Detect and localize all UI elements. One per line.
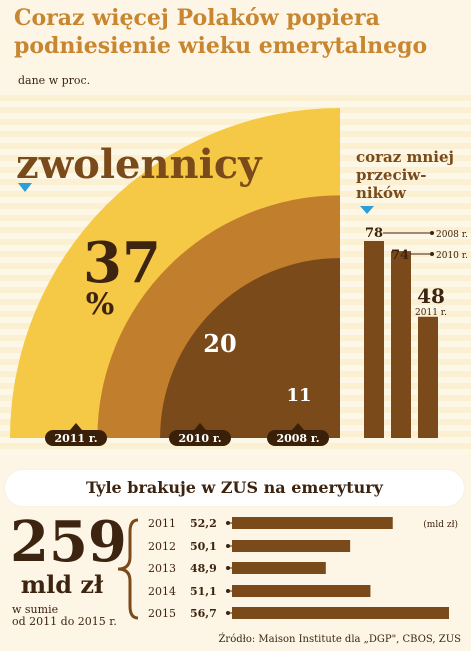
deficit-value-label-2: 48,9 bbox=[190, 562, 217, 575]
deficit-bar-3 bbox=[232, 585, 371, 597]
year-pill-2 bbox=[267, 430, 329, 446]
supporters-marker-icon bbox=[18, 183, 32, 192]
supporters-title: zwolennicy bbox=[16, 141, 263, 188]
deficit-header: Tyle brakuje w ZUS na emerytury bbox=[86, 478, 383, 497]
deficit-year-label-2: 2013 bbox=[148, 562, 176, 575]
deficit-header-band: Tyle brakuje w ZUS na emerytury bbox=[5, 470, 464, 506]
opponents-year-label-0: 2008 r. bbox=[436, 230, 468, 240]
opponents-bar-2 bbox=[418, 316, 438, 438]
deficit-value-label-1: 50,1 bbox=[190, 540, 217, 553]
deficit-value-label-4: 56,7 bbox=[190, 607, 217, 620]
deficit-unit-note: (mld zł) bbox=[423, 519, 458, 530]
deficit-total-note-line2: od 2011 do 2015 r. bbox=[12, 615, 117, 628]
supporters-chart: 37 20 11% zwolennicy 2011 r. 2010 r. 2008 r. bbox=[10, 108, 340, 446]
deficit-value-label-0: 52,2 bbox=[190, 517, 217, 530]
year-pill-pointer-2 bbox=[292, 423, 304, 430]
deficit-total-unit: mld zł bbox=[20, 570, 104, 599]
opponents-value-label-1: 74 bbox=[391, 248, 409, 263]
opponents-bar-1 bbox=[391, 251, 411, 438]
deficit-year-label-1: 2012 bbox=[148, 540, 176, 553]
opponents-value-label-2: 48 bbox=[417, 284, 445, 308]
source-note: Źródło: Maison Institute dla „DGP", CBOS… bbox=[218, 634, 461, 645]
opponents-chart: 78 74 48 2008 r. 2010 r. 2011 r. coraz mniejpr… bbox=[356, 148, 468, 438]
opponents-leader-dot-0 bbox=[430, 231, 434, 235]
year-pill-1 bbox=[169, 430, 231, 446]
supporters-value-label-1: 20 bbox=[203, 329, 236, 358]
chart-subtitle: dane w proc. bbox=[18, 74, 91, 87]
opponents-title-line-2: ników bbox=[356, 184, 407, 202]
deficit-chart: 2011 52,2 2012 50,1 2013 48,9 2014 51,1 2015 56,7… bbox=[117, 517, 458, 620]
year-pill-pointer-1 bbox=[194, 423, 206, 430]
deficit-total-value: 259 bbox=[10, 509, 127, 575]
opponents-year-label-2: 2011 r. bbox=[415, 308, 447, 318]
year-pill-label-2: 2008 r. bbox=[276, 432, 319, 445]
opponents-marker-icon bbox=[360, 206, 374, 214]
deficit-bar-4 bbox=[232, 607, 449, 619]
year-pill-pointer-0 bbox=[70, 423, 82, 430]
deficit-bar-2 bbox=[232, 562, 326, 574]
opponents-year-label-1: 2010 r. bbox=[436, 251, 468, 261]
year-pill-label-0: 2011 r. bbox=[54, 432, 97, 445]
opponents-leader-dot-1 bbox=[430, 252, 434, 256]
deficit-value-label-3: 51,1 bbox=[190, 585, 217, 598]
deficit-year-label-3: 2014 bbox=[148, 585, 176, 598]
opponents-bar-0 bbox=[364, 241, 384, 438]
deficit-total-note-line1: w sumie bbox=[12, 603, 59, 616]
supporters-value-label-2: 11 bbox=[286, 385, 311, 406]
supporters-percent-sign: % bbox=[86, 287, 115, 322]
deficit-year-label-4: 2015 bbox=[148, 607, 176, 620]
supporters-value-label-0: 37 bbox=[83, 230, 161, 296]
opponents-title-line-0: coraz mniej bbox=[356, 148, 454, 166]
opponents-title-line-1: przeciw- bbox=[356, 166, 426, 184]
deficit-year-label-0: 2011 bbox=[148, 517, 176, 530]
opponents-value-label-0: 78 bbox=[365, 226, 383, 241]
deficit-bracket bbox=[117, 518, 139, 620]
year-pill-0 bbox=[45, 430, 107, 446]
page-title: Coraz więcej Polaków popiera podniesieni… bbox=[14, 5, 428, 59]
deficit-bar-0 bbox=[232, 517, 393, 529]
year-pill-label-1: 2010 r. bbox=[178, 432, 221, 445]
deficit-bar-1 bbox=[232, 540, 351, 552]
supporters-slice-2 bbox=[160, 258, 340, 438]
